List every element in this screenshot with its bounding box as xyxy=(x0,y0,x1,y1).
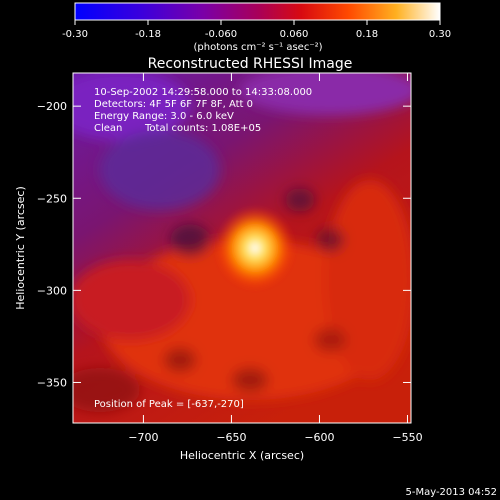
annotations: 10-Sep-2002 14:29:58.000 to 14:33:08.000… xyxy=(94,87,312,410)
axis-ticks: −700 −650 −600 −550 −350 −300 −250 −200 xyxy=(37,73,423,444)
x-axis-label: Heliocentric X (arcsec) xyxy=(180,449,304,462)
y-tick-label: −250 xyxy=(37,192,67,205)
annotation-energy: Energy Range: 3.0 - 6.0 keV xyxy=(94,111,234,122)
colorbar-tick-label: -0.18 xyxy=(135,29,161,40)
annotation-method: Clean xyxy=(94,123,122,134)
x-tick-label: −700 xyxy=(128,431,158,444)
x-tick-label: −600 xyxy=(304,431,334,444)
x-tick-label: −650 xyxy=(216,431,246,444)
plot-frame xyxy=(72,72,412,424)
colorbar-tick-label: 0.30 xyxy=(429,29,451,40)
colorbar-strip xyxy=(74,2,441,21)
footer-date: 5-May-2013 04:52 xyxy=(405,487,497,498)
colorbar-tick-label: -0.060 xyxy=(205,29,237,40)
annotation-detectors: Detectors: 4F 5F 6F 7F 8F, Att 0 xyxy=(94,99,253,110)
x-tick-label: −550 xyxy=(392,431,422,444)
annotation-counts: Total counts: 1.08E+05 xyxy=(144,123,261,134)
annotation-peak-position: Position of Peak = [-637,-270] xyxy=(94,399,244,410)
y-tick-label: −300 xyxy=(37,284,67,297)
y-tick-label: −200 xyxy=(37,100,67,113)
colorbar: -0.30 -0.18 -0.060 0.060 0.18 0.30 (photons c… xyxy=(62,2,451,53)
colorbar-tick-label: 0.18 xyxy=(356,29,378,40)
colorbar-tick-label: -0.30 xyxy=(62,29,88,40)
annotation-time-range: 10-Sep-2002 14:29:58.000 to 14:33:08.000 xyxy=(94,87,312,98)
y-tick-label: −350 xyxy=(37,376,67,389)
chart-title: Reconstructed RHESSI Image xyxy=(148,56,353,72)
y-axis-label: Heliocentric Y (arcsec) xyxy=(14,186,27,310)
colorbar-unit-label: (photons cm⁻² s⁻¹ asec⁻²) xyxy=(193,42,322,53)
colorbar-tick-label: 0.060 xyxy=(280,29,309,40)
colorbar-ticks: -0.30 -0.18 -0.060 0.060 0.18 0.30 xyxy=(62,20,451,40)
heatmap-image xyxy=(73,73,411,423)
